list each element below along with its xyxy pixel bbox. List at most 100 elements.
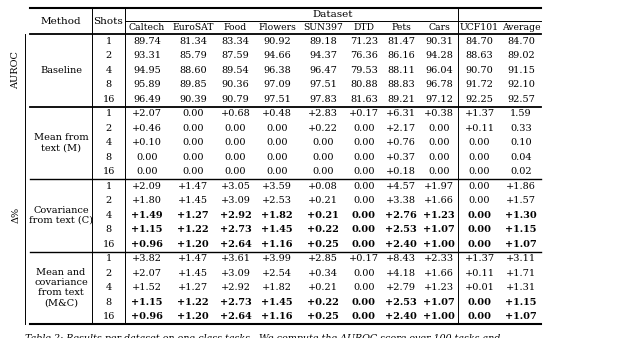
Text: +0.17: +0.17 bbox=[349, 109, 379, 118]
Text: 1: 1 bbox=[106, 254, 111, 263]
Text: 2: 2 bbox=[106, 196, 111, 205]
Text: 0.00: 0.00 bbox=[467, 240, 492, 249]
Text: +1.16: +1.16 bbox=[261, 240, 292, 249]
Text: +2.85: +2.85 bbox=[308, 254, 338, 263]
Text: 0.00: 0.00 bbox=[352, 240, 376, 249]
Text: DTD: DTD bbox=[353, 23, 374, 32]
Text: 89.18: 89.18 bbox=[309, 37, 337, 46]
Text: +2.54: +2.54 bbox=[262, 269, 292, 278]
Text: 89.74: 89.74 bbox=[133, 37, 161, 46]
Text: 0.00: 0.00 bbox=[353, 196, 375, 205]
Text: +2.33: +2.33 bbox=[424, 254, 454, 263]
Text: 0.10: 0.10 bbox=[510, 138, 532, 147]
Text: 0.00: 0.00 bbox=[352, 225, 376, 234]
Text: +2.64: +2.64 bbox=[220, 312, 252, 321]
Text: 81.63: 81.63 bbox=[350, 95, 378, 104]
Text: +1.37: +1.37 bbox=[465, 254, 495, 263]
Text: 81.47: 81.47 bbox=[387, 37, 415, 46]
Text: +2.07: +2.07 bbox=[132, 269, 162, 278]
Text: +1.07: +1.07 bbox=[423, 225, 455, 234]
Text: 4: 4 bbox=[106, 211, 111, 220]
Text: Cars: Cars bbox=[428, 23, 450, 32]
Text: +4.18: +4.18 bbox=[386, 269, 416, 278]
Text: 92.25: 92.25 bbox=[465, 95, 493, 104]
Text: 85.79: 85.79 bbox=[179, 51, 207, 60]
Text: AUROC: AUROC bbox=[12, 51, 20, 89]
Text: +1.00: +1.00 bbox=[423, 240, 455, 249]
Text: 90.79: 90.79 bbox=[221, 95, 250, 104]
Text: 0.33: 0.33 bbox=[510, 124, 532, 133]
Text: 0.00: 0.00 bbox=[136, 167, 157, 176]
Text: 0.00: 0.00 bbox=[225, 138, 246, 147]
Text: +3.09: +3.09 bbox=[221, 269, 250, 278]
Text: +0.08: +0.08 bbox=[308, 182, 338, 191]
Text: 8: 8 bbox=[106, 225, 111, 234]
Text: +1.45: +1.45 bbox=[178, 196, 208, 205]
Text: Pets: Pets bbox=[391, 23, 411, 32]
Text: 96.47: 96.47 bbox=[309, 66, 337, 75]
Text: +2.79: +2.79 bbox=[386, 283, 416, 292]
Text: 0.00: 0.00 bbox=[225, 167, 246, 176]
Text: +1.71: +1.71 bbox=[506, 269, 536, 278]
Text: +2.73: +2.73 bbox=[220, 298, 252, 307]
Text: +0.21: +0.21 bbox=[308, 196, 338, 205]
Text: +1.07: +1.07 bbox=[505, 312, 537, 321]
Text: Method: Method bbox=[41, 17, 81, 25]
Text: 8: 8 bbox=[106, 298, 111, 307]
Text: +1.47: +1.47 bbox=[178, 182, 208, 191]
Text: Baseline: Baseline bbox=[40, 66, 82, 75]
Text: +1.22: +1.22 bbox=[177, 298, 209, 307]
Text: +1.15: +1.15 bbox=[505, 298, 537, 307]
Text: +3.05: +3.05 bbox=[221, 182, 250, 191]
Text: 97.51: 97.51 bbox=[309, 80, 337, 89]
Text: Flowers: Flowers bbox=[258, 23, 296, 32]
Text: +1.27: +1.27 bbox=[178, 283, 208, 292]
Text: 4: 4 bbox=[106, 283, 111, 292]
Text: 93.31: 93.31 bbox=[133, 51, 161, 60]
Text: 0.00: 0.00 bbox=[353, 153, 375, 162]
Text: 0.00: 0.00 bbox=[182, 138, 204, 147]
Text: 92.10: 92.10 bbox=[507, 80, 535, 89]
Text: +2.53: +2.53 bbox=[385, 225, 417, 234]
Text: +0.21: +0.21 bbox=[307, 211, 339, 220]
Text: +1.00: +1.00 bbox=[423, 312, 455, 321]
Text: 0.00: 0.00 bbox=[353, 283, 375, 292]
Text: 1: 1 bbox=[106, 182, 111, 191]
Text: 0.00: 0.00 bbox=[182, 167, 204, 176]
Text: 0.00: 0.00 bbox=[352, 298, 376, 307]
Text: 88.11: 88.11 bbox=[387, 66, 415, 75]
Text: +1.37: +1.37 bbox=[465, 109, 495, 118]
Text: Caltech: Caltech bbox=[129, 23, 165, 32]
Text: +3.82: +3.82 bbox=[132, 254, 162, 263]
Text: 1: 1 bbox=[106, 37, 111, 46]
Text: 92.57: 92.57 bbox=[507, 95, 535, 104]
Text: 0.00: 0.00 bbox=[266, 124, 288, 133]
Text: +1.07: +1.07 bbox=[505, 240, 537, 249]
Text: 94.28: 94.28 bbox=[425, 51, 453, 60]
Text: 0.00: 0.00 bbox=[467, 312, 492, 321]
Text: +2.40: +2.40 bbox=[385, 240, 417, 249]
Text: 0.00: 0.00 bbox=[428, 124, 450, 133]
Text: 0.00: 0.00 bbox=[136, 153, 157, 162]
Text: +1.49: +1.49 bbox=[131, 211, 163, 220]
Text: +2.09: +2.09 bbox=[132, 182, 162, 191]
Text: 16: 16 bbox=[102, 312, 115, 321]
Text: +1.66: +1.66 bbox=[424, 269, 454, 278]
Text: 89.02: 89.02 bbox=[507, 51, 535, 60]
Text: 71.23: 71.23 bbox=[350, 37, 378, 46]
Text: 90.70: 90.70 bbox=[466, 66, 493, 75]
Text: 0.00: 0.00 bbox=[182, 109, 204, 118]
Text: +1.15: +1.15 bbox=[505, 225, 537, 234]
Text: +1.16: +1.16 bbox=[261, 312, 292, 321]
Text: +1.27: +1.27 bbox=[177, 211, 209, 220]
Text: Δ%: Δ% bbox=[12, 207, 20, 223]
Text: 87.59: 87.59 bbox=[221, 51, 250, 60]
Text: 0.00: 0.00 bbox=[312, 138, 333, 147]
Text: +1.15: +1.15 bbox=[131, 298, 163, 307]
Text: 0.00: 0.00 bbox=[312, 153, 333, 162]
Text: 0.00: 0.00 bbox=[428, 167, 450, 176]
Text: 0.02: 0.02 bbox=[510, 167, 532, 176]
Text: EuroSAT: EuroSAT bbox=[172, 23, 214, 32]
Text: 0.00: 0.00 bbox=[468, 153, 490, 162]
Text: 0.00: 0.00 bbox=[266, 167, 288, 176]
